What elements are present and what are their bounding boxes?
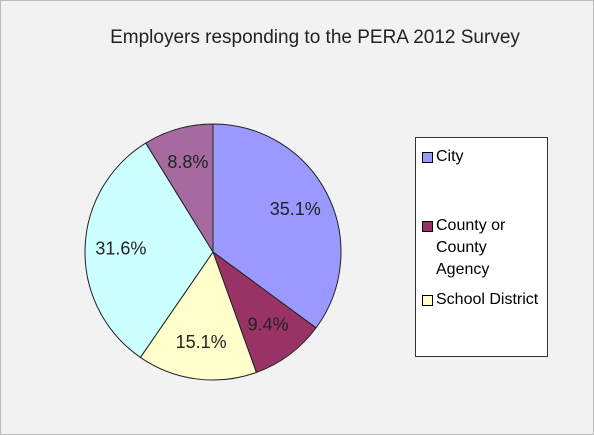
chart-title: Employers responding to the PERA 2012 Su…: [110, 27, 520, 48]
data-label: 9.4%: [248, 315, 289, 335]
data-label: 35.1%: [270, 199, 321, 219]
pie-slice: [145, 123, 214, 254]
legend-swatch: [422, 221, 433, 232]
pie-slice: [84, 142, 214, 359]
legend-item: School District: [422, 289, 543, 311]
pie-slice: [211, 250, 317, 374]
legend-item: City: [422, 146, 543, 168]
legend-item: County or County Agency: [422, 215, 543, 281]
data-label: 15.1%: [176, 332, 227, 352]
legend-label: School District: [436, 291, 539, 308]
legend-swatch: [422, 152, 433, 163]
pie-slice: [212, 123, 342, 329]
legend: City County or County Agency School Distri…: [415, 137, 548, 357]
legend-label: County or County Agency: [436, 217, 506, 278]
legend-label: City: [436, 148, 464, 165]
data-label: 31.6%: [95, 238, 146, 258]
pie-slice: [139, 250, 257, 381]
legend-swatch: [422, 295, 433, 306]
data-label: 8.8%: [167, 152, 208, 172]
